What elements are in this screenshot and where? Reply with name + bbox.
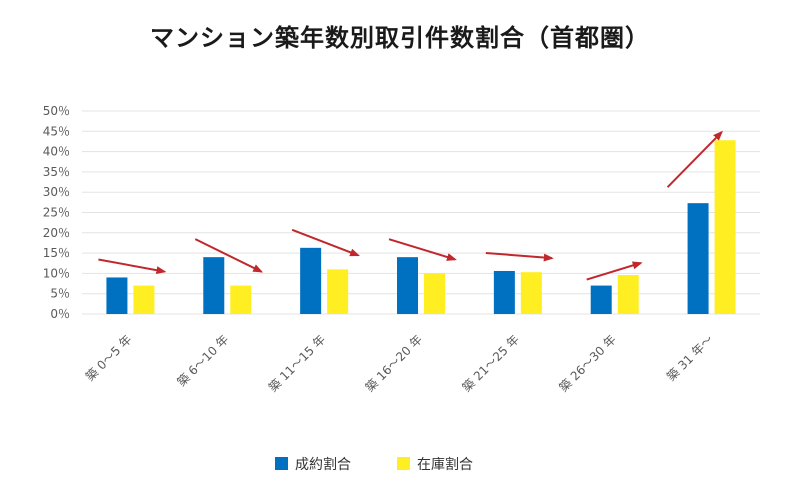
legend-swatch xyxy=(397,457,410,470)
x-tick-label: 築 26～30 年 xyxy=(556,332,619,395)
x-tick-label: 築 0～5 年 xyxy=(82,332,134,384)
trend-arrow xyxy=(194,238,264,273)
bar-zaiko xyxy=(617,275,639,314)
x-tick-label: 築 11～15 年 xyxy=(265,332,328,395)
y-tick-label: 5％ xyxy=(50,287,70,301)
bar-zaiko xyxy=(230,285,252,314)
bar-seiyaku xyxy=(106,277,128,314)
trend-arrow xyxy=(388,238,457,261)
bar-seiyaku xyxy=(203,257,225,314)
y-axis-ticks: 0％ 5％ 10％ 15％ 20％ 25％ 30％ 35％ 40％ 45％ 50％ xyxy=(43,104,70,321)
y-tick-label: 25％ xyxy=(43,206,70,220)
gridlines xyxy=(82,110,760,315)
trend-arrows xyxy=(98,130,723,281)
trend-arrow xyxy=(291,228,361,257)
y-tick-label: 20％ xyxy=(43,226,70,240)
bar-seiyaku xyxy=(590,285,612,314)
x-tick-label: 築 21～25 年 xyxy=(459,332,522,395)
x-tick-label: 築 31 年～ xyxy=(663,332,715,384)
y-tick-label: 35％ xyxy=(43,165,70,179)
trend-arrow xyxy=(666,130,723,188)
y-tick-label: 30％ xyxy=(43,185,70,199)
y-tick-label: 50％ xyxy=(43,104,70,118)
bar-zaiko xyxy=(327,269,349,314)
trend-arrow xyxy=(485,251,554,262)
chart-title: マンション築年数別取引件数割合（首都圏） xyxy=(150,24,650,52)
trend-arrow xyxy=(98,258,167,275)
trend-arrow xyxy=(586,261,643,281)
y-tick-label: 0％ xyxy=(50,307,70,321)
bar-seiyaku xyxy=(687,203,709,314)
bar-zaiko xyxy=(714,140,736,314)
y-tick-label: 40％ xyxy=(43,145,70,159)
bars xyxy=(106,140,736,314)
bar-zaiko xyxy=(520,272,542,314)
legend-label: 成約割合 xyxy=(295,456,351,473)
bar-seiyaku xyxy=(300,247,322,314)
x-axis-labels: 築 0～5 年築 6～10 年築 11～15 年築 16～20 年築 21～25… xyxy=(82,332,715,395)
bar-zaiko xyxy=(424,273,445,314)
bar-seiyaku xyxy=(493,270,515,314)
legend-label: 在庫割合 xyxy=(417,456,473,473)
x-tick-label: 築 6～10 年 xyxy=(174,332,232,390)
y-tick-label: 10％ xyxy=(43,266,70,280)
y-tick-label: 15％ xyxy=(43,246,70,260)
legend-swatch xyxy=(275,457,288,470)
bar-seiyaku xyxy=(397,257,418,314)
x-tick-label: 築 16～20 年 xyxy=(362,332,425,395)
bar-zaiko xyxy=(133,285,155,314)
legend: 成約割合 在庫割合 xyxy=(275,456,473,473)
y-tick-label: 45％ xyxy=(43,124,70,138)
